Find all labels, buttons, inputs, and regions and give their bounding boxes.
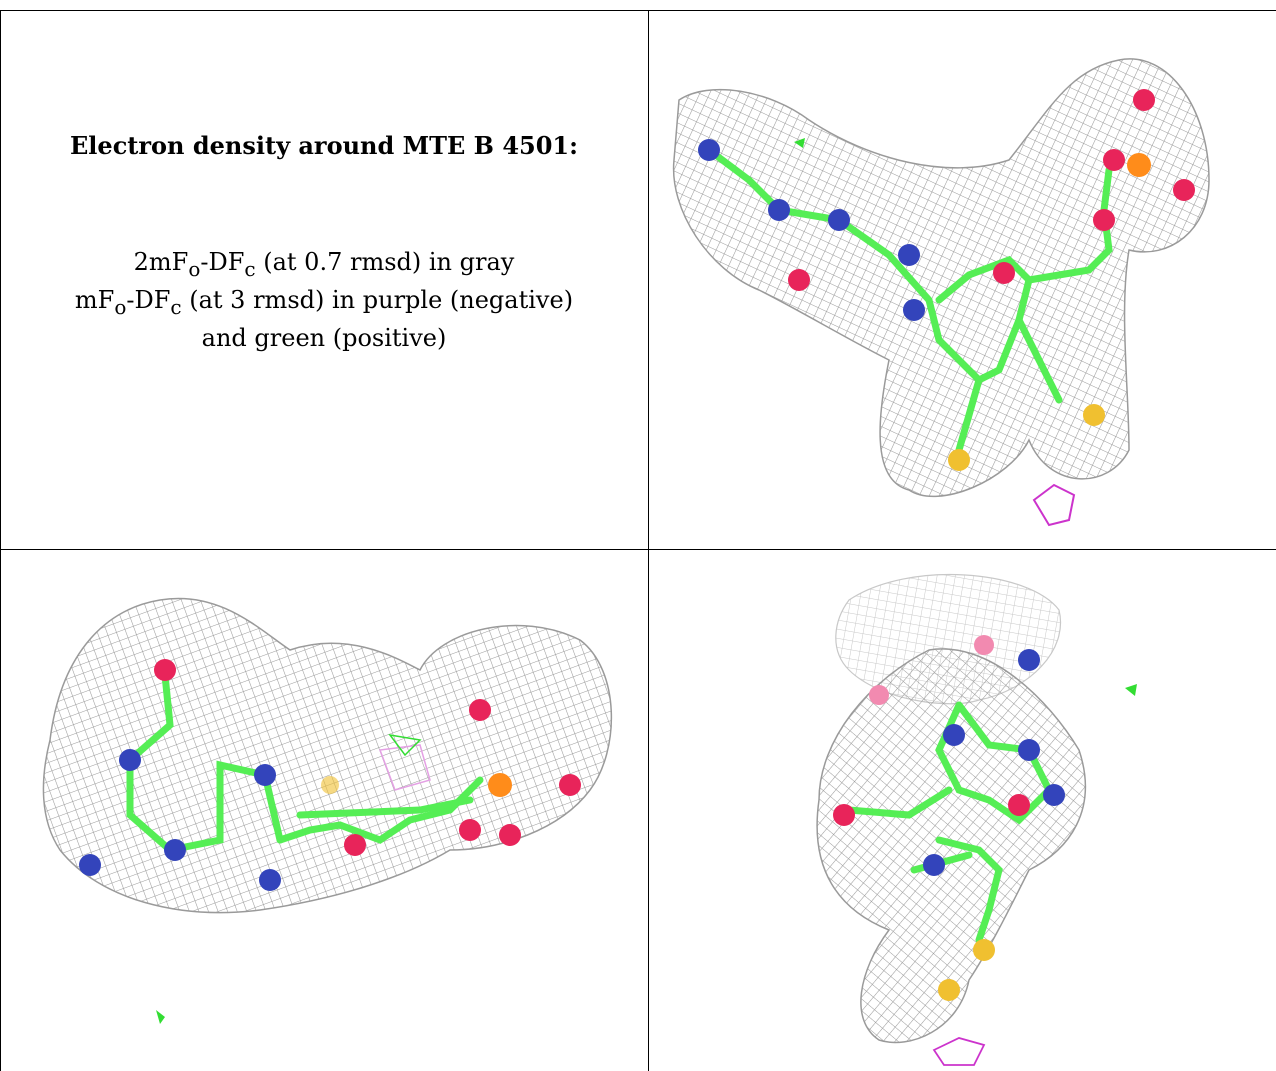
atoms [833, 635, 1065, 1001]
oxygen-atom [974, 635, 994, 655]
carbon-bonds [845, 701, 1054, 944]
caption-cell: Electron density around MTE B 4501: 2mFo… [0, 10, 648, 549]
density-render-3 [816, 573, 1137, 1066]
nitrogen-atom [768, 199, 790, 221]
nitrogen-atom [164, 839, 186, 861]
density-view-top-right [649, 10, 1276, 549]
oxygen-atom [154, 659, 176, 681]
nitrogen-atom [254, 764, 276, 786]
oxygen-atom [1008, 794, 1030, 816]
oxygen-atom [1173, 179, 1195, 201]
nitrogen-atom [828, 209, 850, 231]
table-border-left [0, 10, 1, 1071]
table-divider-vertical [648, 10, 649, 1071]
oxygen-atom [469, 699, 491, 721]
atoms [698, 89, 1195, 471]
positive-density-blob [794, 138, 805, 148]
negative-density-blob [1032, 483, 1076, 527]
sulfur-atom [948, 449, 970, 471]
gray-mesh-envelope [672, 58, 1210, 498]
oxygen-atom [788, 269, 810, 291]
nitrogen-atom [119, 749, 141, 771]
oxygen-atom [344, 834, 366, 856]
negative-density-blob [378, 744, 431, 791]
positive-density-blob [1125, 684, 1137, 696]
nitrogen-atom [1043, 784, 1065, 806]
nitrogen-atom [698, 139, 720, 161]
positive-density-blob [388, 733, 422, 757]
sulfur-atom [321, 776, 339, 794]
caption-line-1: 2mFo-DFc (at 0.7 rmsd) in gray [133, 248, 515, 281]
oxygen-atom [869, 685, 889, 705]
density-render-1 [672, 58, 1210, 527]
nitrogen-atom [898, 244, 920, 266]
phosphorus-atom [488, 773, 512, 797]
sulfur-atom [1083, 404, 1105, 426]
positive-density-blob [156, 1010, 165, 1024]
nitrogen-atom [903, 299, 925, 321]
oxygen-atom [833, 804, 855, 826]
caption-description: 2mFo-DFc (at 0.7 rmsd) in gray mFo-DFc (… [0, 247, 648, 354]
atoms [79, 659, 581, 891]
nitrogen-atom [259, 869, 281, 891]
density-view-bottom-left [0, 550, 648, 1071]
table-divider-horizontal [0, 549, 1276, 550]
figure-table: Electron density around MTE B 4501: 2mFo… [0, 10, 1276, 1071]
oxygen-atom [1133, 89, 1155, 111]
oxygen-atom [499, 824, 521, 846]
nitrogen-atom [923, 854, 945, 876]
oxygen-atom [1093, 209, 1115, 231]
caption-line-2: mFo-DFc (at 3 rmsd) in purple (negative) [74, 285, 574, 319]
negative-density-blob [932, 1037, 986, 1066]
caption-line-3: and green (positive) [201, 323, 447, 352]
nitrogen-atom [79, 854, 101, 876]
table-border-top [0, 10, 1276, 11]
oxygen-atom [459, 819, 481, 841]
oxygen-atom [1103, 149, 1125, 171]
nitrogen-atom [1018, 739, 1040, 761]
oxygen-atom [993, 262, 1015, 284]
phosphorus-atom [1127, 153, 1151, 177]
nitrogen-atom [1018, 649, 1040, 671]
nitrogen-atom [943, 724, 965, 746]
caption-heading: Electron density around MTE B 4501: [70, 131, 578, 160]
density-view-bottom-right [649, 550, 1276, 1071]
oxygen-atom [559, 774, 581, 796]
sulfur-atom [938, 979, 960, 1001]
density-render-2 [42, 597, 613, 1024]
sulfur-atom [973, 939, 995, 961]
